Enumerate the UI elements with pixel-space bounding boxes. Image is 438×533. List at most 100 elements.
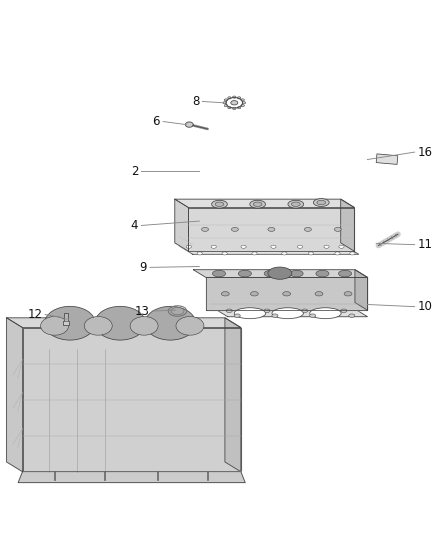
Text: 12: 12 — [27, 308, 42, 321]
Polygon shape — [185, 123, 189, 125]
Ellipse shape — [314, 199, 329, 206]
Polygon shape — [216, 310, 367, 317]
Polygon shape — [7, 318, 22, 472]
Ellipse shape — [237, 97, 241, 99]
Ellipse shape — [41, 317, 69, 335]
Ellipse shape — [233, 107, 236, 110]
Ellipse shape — [234, 314, 240, 318]
Text: 10: 10 — [418, 300, 433, 313]
Ellipse shape — [339, 245, 344, 248]
Polygon shape — [341, 199, 354, 251]
Ellipse shape — [253, 202, 262, 206]
Ellipse shape — [130, 317, 158, 335]
Ellipse shape — [197, 252, 202, 255]
Ellipse shape — [186, 245, 191, 248]
Ellipse shape — [224, 104, 228, 107]
Ellipse shape — [282, 252, 287, 255]
Ellipse shape — [272, 314, 278, 318]
Polygon shape — [189, 125, 193, 127]
Ellipse shape — [222, 252, 227, 255]
Bar — [376, 154, 398, 164]
Text: 16: 16 — [418, 146, 433, 159]
Ellipse shape — [215, 202, 224, 206]
Ellipse shape — [349, 314, 355, 318]
Text: 11: 11 — [418, 238, 433, 251]
Polygon shape — [185, 125, 189, 127]
Polygon shape — [355, 270, 367, 310]
Ellipse shape — [339, 270, 352, 277]
Text: 8: 8 — [192, 95, 199, 108]
Ellipse shape — [212, 270, 226, 277]
Ellipse shape — [233, 96, 236, 98]
Ellipse shape — [308, 252, 314, 255]
Ellipse shape — [201, 228, 208, 231]
Ellipse shape — [237, 107, 241, 109]
Ellipse shape — [224, 99, 228, 101]
Ellipse shape — [212, 200, 227, 208]
Polygon shape — [187, 125, 191, 127]
Text: 2: 2 — [131, 165, 138, 178]
Ellipse shape — [272, 308, 304, 319]
Polygon shape — [225, 318, 241, 472]
Ellipse shape — [95, 306, 145, 340]
Ellipse shape — [221, 292, 229, 296]
Polygon shape — [187, 123, 191, 125]
Polygon shape — [7, 318, 241, 328]
Ellipse shape — [315, 292, 323, 296]
Polygon shape — [206, 277, 367, 310]
Ellipse shape — [241, 245, 246, 248]
Ellipse shape — [324, 245, 329, 248]
Ellipse shape — [241, 104, 244, 107]
Ellipse shape — [304, 228, 311, 231]
Ellipse shape — [241, 99, 244, 101]
Bar — [64, 313, 68, 321]
Ellipse shape — [228, 107, 231, 109]
Ellipse shape — [145, 306, 196, 340]
Ellipse shape — [350, 252, 355, 255]
Ellipse shape — [211, 245, 216, 248]
Ellipse shape — [268, 228, 275, 231]
Polygon shape — [175, 199, 188, 251]
Ellipse shape — [317, 200, 326, 205]
Ellipse shape — [334, 228, 341, 231]
Text: 4: 4 — [131, 219, 138, 232]
Polygon shape — [175, 199, 354, 207]
Ellipse shape — [291, 202, 300, 206]
Ellipse shape — [250, 200, 265, 208]
Ellipse shape — [84, 317, 112, 335]
Bar — [63, 321, 69, 326]
Ellipse shape — [264, 309, 270, 312]
Ellipse shape — [45, 306, 95, 340]
Ellipse shape — [264, 270, 277, 277]
Ellipse shape — [268, 267, 292, 279]
Ellipse shape — [223, 102, 226, 104]
Ellipse shape — [251, 292, 258, 296]
Polygon shape — [188, 207, 354, 251]
Ellipse shape — [238, 270, 251, 277]
Text: 9: 9 — [139, 261, 147, 274]
Ellipse shape — [316, 270, 329, 277]
Ellipse shape — [176, 317, 204, 335]
Ellipse shape — [228, 97, 231, 99]
Ellipse shape — [310, 314, 316, 318]
Ellipse shape — [271, 245, 276, 248]
Ellipse shape — [252, 252, 257, 255]
Ellipse shape — [310, 308, 341, 319]
Polygon shape — [189, 123, 193, 125]
Ellipse shape — [231, 101, 238, 105]
Ellipse shape — [283, 292, 290, 296]
Ellipse shape — [302, 309, 308, 312]
Polygon shape — [179, 246, 359, 254]
Ellipse shape — [290, 270, 303, 277]
Ellipse shape — [344, 292, 352, 296]
Ellipse shape — [234, 308, 266, 319]
Ellipse shape — [242, 102, 246, 104]
Ellipse shape — [231, 228, 238, 231]
Polygon shape — [22, 328, 241, 472]
Ellipse shape — [335, 252, 340, 255]
Ellipse shape — [226, 309, 232, 312]
Text: 13: 13 — [134, 304, 149, 318]
Ellipse shape — [288, 200, 304, 208]
Polygon shape — [18, 472, 245, 482]
Ellipse shape — [341, 309, 347, 312]
